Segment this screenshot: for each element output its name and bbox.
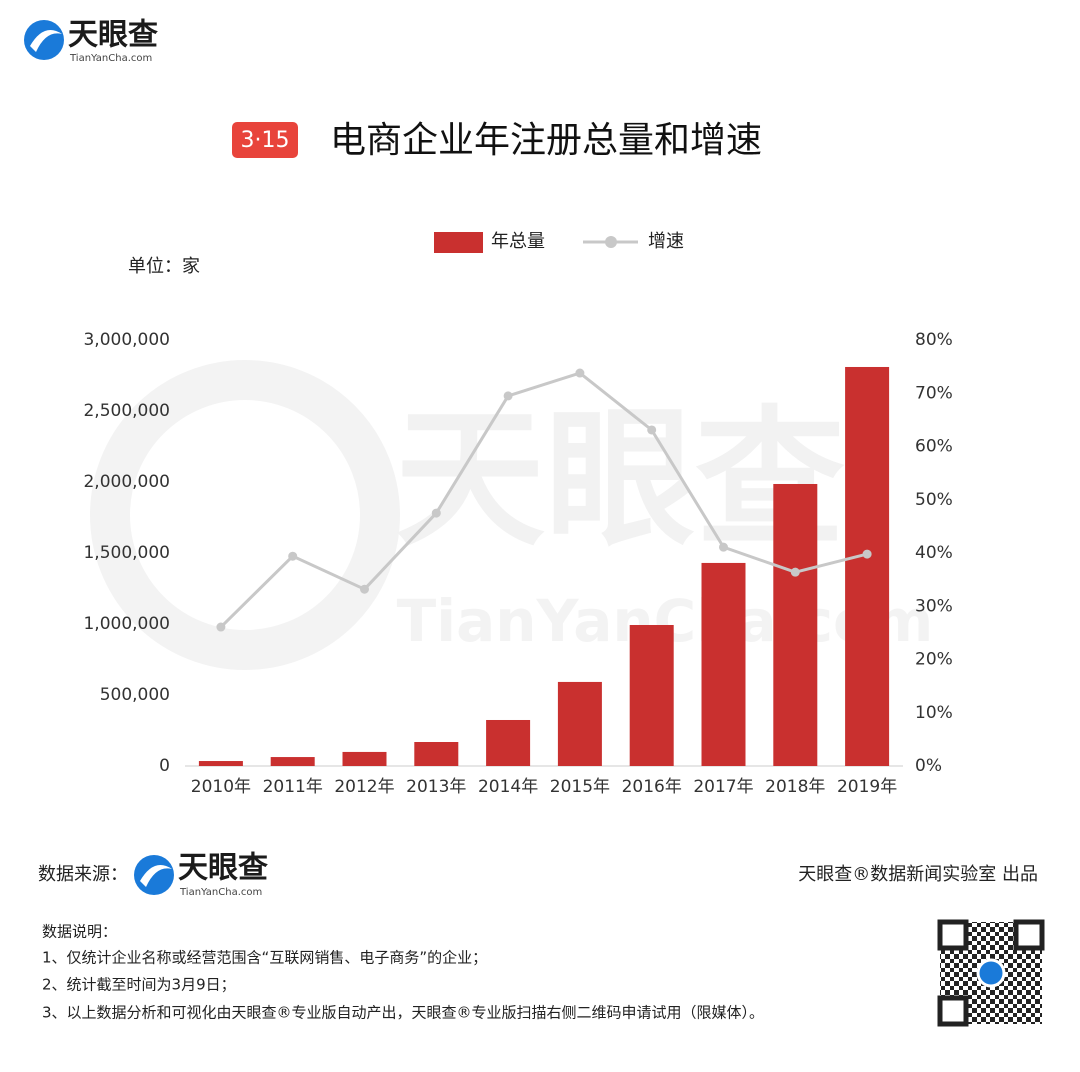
y-tick-label: 1,000,000 [83,614,170,634]
bar [198,761,243,766]
qr-finder [937,995,969,1027]
bar [414,742,459,766]
line-point [288,551,298,561]
source-label: 数据来源： [38,864,128,885]
y-tick-label: 2,500,000 [83,401,170,421]
y-tick-label: 1,500,000 [83,543,170,563]
x-tick-label: 2014年 [478,777,538,797]
legend-swatch [434,232,483,253]
y2-tick-label: 40% [915,543,953,563]
line-point [862,549,872,559]
y2-tick-label: 30% [915,596,953,616]
legend-swatch [605,236,617,248]
unit-label: 单位：家 [128,256,200,277]
qr-logo [976,958,1006,988]
qr-finder [937,919,969,951]
line-point [216,622,226,632]
x-tick-label: 2016年 [622,777,682,797]
bar [629,624,674,766]
y2-tick-label: 70% [915,383,953,403]
logo: 天眼查 TianYanCha.com [24,18,158,64]
y-tick-label: 2,000,000 [83,472,170,492]
line-point [360,584,369,594]
logo-sub: TianYanCha.com [179,887,262,898]
x-tick-label: 2013年 [406,777,466,797]
logo-sub: TianYanCha.com [69,53,152,64]
logo-swirl [30,30,62,52]
y-tick-label: 500,000 [100,685,170,705]
logo-swirl [140,865,172,887]
line [219,371,868,629]
x-tick-label: 2010年 [191,777,251,797]
line-point [647,425,657,435]
line-point [575,368,585,378]
y2-tick-label: 50% [915,490,953,510]
note: 3、以上数据分析和可视化由天眼查®专业版自动产出，天眼查®专业版扫描右侧二维码申… [42,1004,764,1022]
bar [701,562,746,766]
x-tick-label: 2017年 [693,777,753,797]
badge-text: 3·15 [241,128,290,153]
chart-title: 电商企业年注册总量和增速 [330,120,762,161]
y-tick-label: 0 [159,756,170,776]
x-tick-label: 2018年 [765,777,825,797]
logo-text: 天眼查 [68,18,158,53]
y2-tick-label: 80% [915,330,953,350]
logo-icon [24,20,64,60]
legend-label: 增速 [648,231,684,252]
watermark-text: 天眼查 [395,393,845,567]
legend-label: 年总量 [491,231,545,252]
credit: 天眼查®数据新闻实验室 出品 [798,864,1038,885]
line-point [719,542,728,552]
y2-tick-label: 0% [915,756,942,776]
bar [773,483,818,766]
footer-logo: 天眼查 TianYanCha.com [134,851,268,898]
bar [845,366,890,766]
x-tick-label: 2019年 [837,777,897,797]
y-tick-label: 3,000,000 [83,330,170,350]
line-point [431,508,441,518]
bar [342,751,387,766]
line-point [790,567,800,577]
x-tick-label: 2012年 [334,777,394,797]
bar [486,719,531,766]
note: 1、仅统计企业名称或经营范围含“互联网销售、电子商务”的企业； [42,949,487,967]
y2-tick-label: 60% [915,437,953,457]
notes-title: 数据说明： [42,923,117,941]
bar [557,681,602,766]
y2-tick-label: 10% [915,703,953,723]
plot: 0 500,000 1,000,000 1,500,000 2,000,000 2,500… [83,231,952,797]
x-tick-label: 2015年 [550,777,610,797]
x-tick-label: 2011年 [263,777,323,797]
line-point [503,391,513,401]
badge [232,122,298,158]
note: 2、统计截至时间为3月9日； [42,976,236,994]
logo-text: 天眼查 [178,851,268,886]
qr-code [937,919,1045,1027]
qr-finder [1013,919,1045,951]
bar [270,757,315,766]
watermark-logo [90,360,400,670]
y2-tick-label: 20% [915,650,953,670]
logo-icon [134,855,174,895]
